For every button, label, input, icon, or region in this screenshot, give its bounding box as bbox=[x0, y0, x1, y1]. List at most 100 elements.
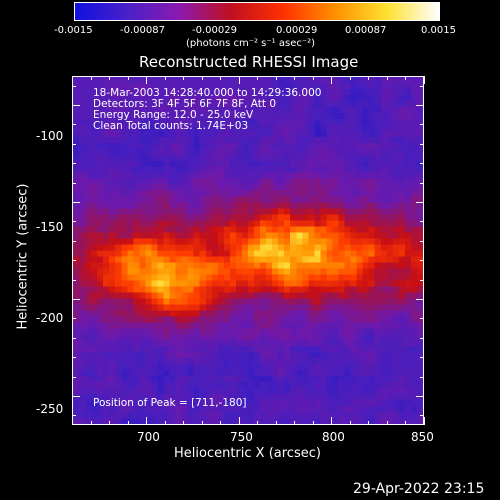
y-tick-mark bbox=[72, 105, 80, 107]
y-tick-mark bbox=[416, 105, 424, 107]
y-tick-mark bbox=[420, 318, 424, 320]
colorbar-tick-label: -0.0015 bbox=[54, 25, 93, 36]
y-tick-mark bbox=[420, 163, 424, 165]
y-tick-mark bbox=[416, 202, 424, 204]
x-tick-mark bbox=[331, 76, 333, 84]
x-tick-mark bbox=[294, 421, 296, 425]
colorbar-unit-label: (photons cm⁻² s⁻¹ asec⁻²) bbox=[186, 38, 316, 49]
x-tick-label: 850 bbox=[411, 430, 434, 444]
y-tick-mark bbox=[72, 221, 76, 223]
colorbar-tick-label: 0.0015 bbox=[421, 25, 456, 36]
x-tick-mark bbox=[201, 76, 203, 80]
colorbar-tick-label: 0.00029 bbox=[276, 25, 318, 36]
y-tick-mark bbox=[420, 85, 424, 87]
y-tick-mark bbox=[72, 298, 80, 300]
info-energy-range: Energy Range: 12.0 - 25.0 keV bbox=[93, 109, 254, 121]
x-tick-mark bbox=[109, 421, 111, 425]
info-detectors: Detectors: 3F 4F 5F 6F 7F 8F, Att 0 bbox=[93, 98, 277, 110]
x-tick-mark bbox=[183, 421, 185, 425]
image-map bbox=[73, 77, 423, 424]
x-tick-mark bbox=[127, 421, 129, 425]
y-tick-mark bbox=[72, 163, 76, 165]
y-tick-label: -200 bbox=[36, 311, 64, 325]
peak-position-label: Position of Peak = [711,-180] bbox=[93, 397, 247, 409]
info-time-range: 18-Mar-2003 14:28:40.000 to 14:29:36.000 bbox=[93, 87, 322, 99]
y-tick-mark bbox=[420, 279, 424, 281]
y-tick-label: -150 bbox=[36, 220, 64, 234]
y-tick-mark bbox=[72, 357, 76, 359]
x-tick-mark bbox=[405, 76, 407, 80]
y-tick-mark bbox=[420, 124, 424, 126]
info-clean-counts: Clean Total counts: 1.74E+03 bbox=[93, 120, 249, 132]
x-axis-label: Heliocentric X (arcsec) bbox=[174, 446, 321, 461]
y-tick-mark bbox=[72, 124, 76, 126]
y-tick-mark bbox=[420, 415, 424, 417]
y-tick-mark bbox=[420, 221, 424, 223]
x-tick-mark bbox=[164, 421, 166, 425]
colorbar-tick-label: 0.00087 bbox=[345, 25, 387, 36]
x-tick-mark bbox=[109, 76, 111, 80]
y-tick-mark bbox=[72, 415, 76, 417]
colorbar bbox=[74, 2, 440, 21]
y-axis-label: Heliocentric Y (arcsec) bbox=[15, 183, 31, 330]
x-tick-mark bbox=[72, 76, 73, 80]
y-tick-mark bbox=[72, 202, 80, 204]
x-tick-mark bbox=[294, 76, 296, 80]
colorbar-tick-label: -0.00087 bbox=[120, 25, 165, 36]
y-tick-label: -100 bbox=[36, 129, 64, 143]
y-tick-mark bbox=[420, 143, 424, 145]
x-tick-mark bbox=[220, 421, 222, 425]
x-tick-mark bbox=[90, 421, 92, 425]
x-tick-mark bbox=[275, 76, 277, 80]
x-tick-mark bbox=[349, 421, 351, 425]
y-tick-mark bbox=[416, 298, 424, 300]
rhessi-image-plot: 18-Mar-2003 14:28:40.000 to 14:29:36.000… bbox=[72, 76, 424, 425]
y-tick-mark bbox=[72, 85, 76, 87]
y-tick-mark bbox=[420, 337, 424, 339]
x-tick-label: 750 bbox=[230, 430, 253, 444]
x-tick-mark bbox=[405, 421, 407, 425]
x-tick-mark bbox=[275, 421, 277, 425]
y-tick-mark bbox=[72, 337, 76, 339]
x-tick-mark bbox=[201, 421, 203, 425]
y-tick-mark bbox=[72, 279, 76, 281]
x-tick-mark bbox=[164, 76, 166, 80]
x-tick-label: 800 bbox=[322, 430, 345, 444]
x-tick-mark bbox=[90, 76, 92, 80]
x-tick-mark bbox=[257, 421, 259, 425]
x-tick-mark bbox=[220, 76, 222, 80]
y-tick-mark bbox=[420, 240, 424, 242]
colorbar-tick-label: -0.00029 bbox=[192, 25, 237, 36]
y-tick-mark bbox=[72, 376, 76, 378]
x-tick-mark bbox=[331, 417, 333, 425]
y-tick-mark bbox=[72, 143, 76, 145]
x-tick-mark bbox=[146, 76, 148, 84]
x-tick-label: 700 bbox=[137, 430, 160, 444]
y-tick-mark bbox=[72, 260, 76, 262]
x-tick-mark bbox=[368, 76, 370, 80]
y-tick-mark bbox=[420, 260, 424, 262]
x-tick-mark bbox=[183, 76, 185, 80]
y-tick-mark bbox=[416, 395, 424, 397]
x-tick-mark bbox=[312, 76, 314, 80]
y-tick-mark bbox=[72, 395, 80, 397]
x-tick-mark bbox=[127, 76, 129, 80]
x-tick-mark bbox=[424, 417, 425, 425]
y-tick-mark bbox=[72, 318, 76, 320]
x-tick-mark bbox=[146, 417, 148, 425]
x-tick-mark bbox=[368, 421, 370, 425]
x-tick-mark bbox=[349, 76, 351, 80]
x-tick-mark bbox=[257, 76, 259, 80]
plot-title: Reconstructed RHESSI Image bbox=[139, 53, 359, 71]
y-tick-mark bbox=[420, 357, 424, 359]
x-tick-mark bbox=[424, 76, 425, 84]
x-tick-mark bbox=[238, 76, 240, 84]
x-tick-mark bbox=[72, 421, 73, 425]
y-tick-mark bbox=[72, 240, 76, 242]
x-tick-mark bbox=[386, 76, 388, 80]
y-tick-label: -250 bbox=[36, 402, 64, 416]
x-tick-mark bbox=[386, 421, 388, 425]
x-tick-mark bbox=[238, 417, 240, 425]
x-tick-mark bbox=[312, 421, 314, 425]
y-tick-mark bbox=[420, 182, 424, 184]
